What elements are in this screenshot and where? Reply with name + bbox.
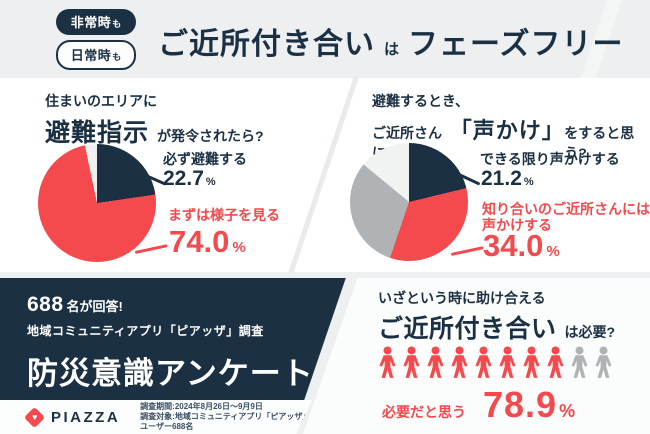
value-wait-and-see-number: 74.0 [169,224,230,259]
label-wait-and-see: まずは様子を見る [168,207,280,223]
heart-glyph: ♥ [31,411,38,422]
value-evacuate-always: 22.7 % [163,167,216,191]
question-right: 避難するとき、 ご近所さんに 「声かけ」 をすると思う? [372,91,650,163]
need-question-line2: ご近所付き合い は必要? [378,309,615,345]
question-right-line1: 避難するとき、 [372,93,470,109]
value-call-out-acquaintance-number: 34.0 [483,228,544,263]
person-icon [523,346,540,378]
respondent-count: 688 [27,293,64,316]
person-icon [595,346,612,378]
person-icon [451,346,468,378]
percent-sign: % [232,239,246,256]
header: 非常時 も 日常時 も ご近所付き合い は フェーズフリー [0,0,650,92]
label-call-out-acquaintance-line1: 知り合いのご近所さんには [482,201,650,217]
page-title-lead: ご近所付き合い [158,28,375,61]
person-icon [547,346,564,378]
percent-sign: % [205,176,216,188]
value-call-out-always: 21.2 % [481,167,534,191]
need-question-strong: ご近所付き合い [378,315,557,343]
app-survey-line: 地域コミュニティアプリ「ピアッザ」調査 [27,324,264,338]
pie-chart-evacuation [38,144,156,262]
badge-daily-suffix: も [112,51,122,62]
respondent-count-suffix: 名が回答! [66,299,123,314]
leader-line-red-left [134,244,168,254]
survey-target: 調査対象:地域コミュニティアプリ「ピアッザ」ユーザー688名 [140,412,311,431]
piazza-logo: ♥ PIAZZA [23,406,121,428]
label-evacuate-always: 必ず避難する [163,151,247,167]
question-left: 住まいのエリアに 避難指示 が発令されたら? [45,91,264,149]
question-left-strong: 避難指示 [45,119,150,147]
bottom-right-panel [302,278,650,434]
percent-sign: % [559,401,576,421]
badge-emergency-label: 非常時 [70,14,112,30]
footer-strip: ♥ PIAZZA 調査期間:2024年8月26日〜9月9日 調査対象:地域コミュ… [0,400,312,434]
decorative-divider-slash [288,76,359,274]
question-right-rest: をすると思う? [564,125,635,161]
person-icon [379,346,396,378]
page-title-tail: フェーズフリー [408,28,624,61]
person-icon [571,346,588,378]
need-caption: 必要だと思う [382,404,466,420]
badge-daily: 日常時 も [56,39,136,70]
piazza-wordmark: PIAZZA [51,408,121,426]
percent-sign: % [546,243,560,260]
page-title-particle: は [384,41,400,58]
pictograph-people-row [376,342,615,383]
bottom-section: 688 名が回答! 地域コミュニティアプリ「ピアッザ」調査 防災意識アンケート … [0,278,650,434]
person-icon [499,346,516,378]
leader-line-red-right [450,246,484,256]
respondent-count-line: 688 名が回答! [27,293,346,317]
label-call-out-acquaintance-line2: 声かけする [482,217,552,234]
pie-chart-voice-call [350,143,468,261]
piazza-heart-icon: ♥ [23,406,46,428]
need-value: 78.9 [483,384,558,425]
badge-emergency-suffix: も [112,18,122,29]
person-icon [403,346,420,378]
survey-period: 調査期間:2024年8月26日〜9月9日 [140,402,263,411]
campaign-panel: 688 名が回答! 地域コミュニティアプリ「ピアッザ」調査 防災意識アンケート [0,278,346,400]
person-icon [475,346,492,378]
header-badges: 非常時 も 日常時 も [56,8,136,70]
survey-title: 防災意識アンケート [27,356,314,391]
badge-daily-label: 日常時 [70,47,112,63]
question-left-rest: が発令されたら? [157,128,264,144]
value-call-out-acquaintance: 34.0 % [483,228,560,264]
value-wait-and-see: 74.0 % [169,224,246,260]
question-right-line2: ご近所さんに 「声かけ」 をすると思う? [372,113,650,163]
question-left-line2: 避難指示 が発令されたら? [45,113,264,149]
badge-emergency: 非常時 も [56,8,136,35]
charts-band: 住まいのエリアに 避難指示 が発令されたら? 必ず避難する 22.7 % まずは… [0,76,650,274]
need-question: いざという時に助け合える ご近所付き合い は必要? [378,288,615,345]
label-call-out-acquaintance: 知り合いのご近所さんには 声かけする [482,201,650,233]
person-icon [427,346,444,378]
question-right-strong: 「声かけ」 [449,118,565,143]
need-question-rest: は必要? [564,324,616,340]
need-question-line1: いざという時に助け合える [378,290,546,306]
value-evacuate-always-number: 22.7 [163,167,204,190]
survey-meta: 調査期間:2024年8月26日〜9月9日 調査対象:地域コミュニティアプリ「ピア… [140,402,312,432]
value-call-out-always-number: 21.2 [481,167,522,190]
label-call-out-always: できる限り声かけする [480,151,620,167]
page-title: ご近所付き合い は フェーズフリー [158,15,624,63]
percent-sign: % [523,176,534,188]
need-result: 必要だと思う 78.9 % [382,384,575,426]
question-left-line1: 住まいのエリアに [45,93,157,109]
